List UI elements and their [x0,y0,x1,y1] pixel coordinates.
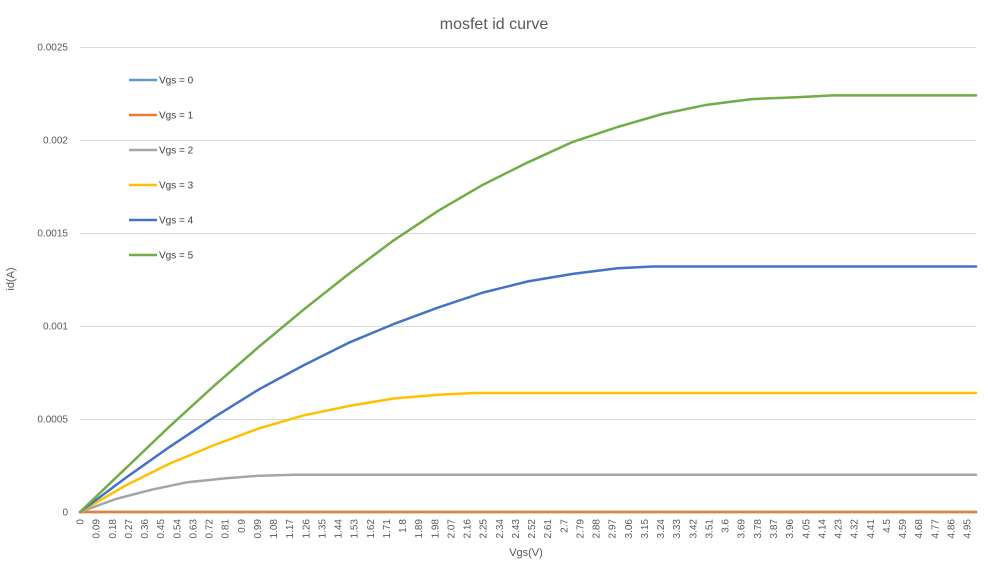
series-line-vgs-3 [78,391,978,514]
x-tick-label: 2.61 [543,519,554,539]
x-tick-label: 0.99 [253,519,264,539]
x-tick-label: 1.62 [366,519,377,539]
x-tick-label: 0.18 [108,519,119,539]
x-tick-label: 3.96 [785,519,796,539]
legend-label: Vgs = 5 [159,251,194,262]
x-tick-label: 3.24 [656,519,667,539]
y-tick-label: 0 [62,508,68,519]
x-tick-label: 1.98 [430,519,441,539]
x-tick-label: 0.81 [221,519,232,539]
x-tick-label: 4.68 [914,519,925,539]
x-tick-label: 1.26 [301,519,312,539]
x-tick-label: 0.72 [205,519,216,539]
x-tick-label: 1.35 [317,519,328,539]
x-tick-label: 0 [76,519,87,525]
y-tick-label: 0.0025 [37,43,68,54]
x-tick-label: 0.63 [188,519,199,539]
series-line-vgs-2 [78,473,978,514]
x-tick-label: 2.97 [608,519,619,539]
legend: Vgs = 0 Vgs = 1 Vgs = 2 Vgs = 3 Vgs = 4 Vgs =… [129,76,194,262]
x-tick-label: 2.88 [592,519,603,539]
x-tick-label: 3.51 [704,519,715,539]
series-line-vgs-5 [78,94,978,514]
x-tick-label: 2.16 [463,519,474,539]
x-tick-label: 2.25 [479,519,490,539]
x-tick-label: 4.95 [963,519,974,539]
x-tick-label: 0.36 [140,519,151,539]
x-axis-ticks: 0 0.09 0.18 0.27 0.36 0.45 0.54 0.63 0.72 0.81 0.9… [76,519,974,539]
x-tick-label: 0.27 [124,519,135,539]
legend-label: Vgs = 0 [159,76,194,87]
x-tick-label: 2.07 [446,519,457,539]
x-tick-label: 0.9 [237,519,248,533]
x-tick-label: 1.08 [269,519,280,539]
x-tick-label: 3.69 [737,519,748,539]
x-tick-label: 2.43 [511,519,522,539]
y-tick-label: 0.002 [43,136,68,147]
y-tick-label: 0.0005 [37,415,68,426]
series-lines [78,94,978,514]
x-tick-label: 4.32 [850,519,861,539]
x-tick-label: 0.54 [172,519,183,539]
x-tick-label: 4.14 [817,519,828,539]
x-tick-label: 2.79 [575,519,586,539]
y-axis-ticks: 0 0.0005 0.001 0.0015 0.002 0.0025 [37,43,68,519]
x-axis-title: Vgs(V) [509,547,543,559]
series-line-vgs-4 [78,265,978,514]
y-axis-title: id(A) [5,267,17,290]
x-tick-label: 3.6 [721,519,732,533]
legend-label: Vgs = 4 [159,216,194,227]
x-tick-label: 3.06 [624,519,635,539]
gridlines [80,47,976,513]
chart-title: mosfet id curve [440,16,549,33]
x-tick-label: 1.44 [334,519,345,539]
legend-label: Vgs = 3 [159,181,194,192]
legend-label: Vgs = 1 [159,111,194,122]
x-tick-label: 2.7 [559,519,570,533]
y-tick-label: 0.001 [43,322,68,333]
x-tick-label: 4.77 [930,519,941,539]
x-tick-label: 0.09 [92,519,103,539]
x-tick-label: 4.59 [898,519,909,539]
x-tick-label: 1.17 [285,519,296,539]
x-tick-label: 1.8 [398,519,409,533]
x-tick-label: 3.42 [688,519,699,539]
x-tick-label: 2.52 [527,519,538,539]
x-tick-label: 1.71 [382,519,393,539]
x-tick-label: 4.41 [866,519,877,539]
y-tick-label: 0.0015 [37,229,68,240]
x-tick-label: 1.89 [414,519,425,539]
legend-label: Vgs = 2 [159,146,194,157]
x-tick-label: 3.78 [753,519,764,539]
x-tick-label: 4.05 [801,519,812,539]
x-tick-label: 3.87 [769,519,780,539]
x-tick-label: 2.34 [495,519,506,539]
x-tick-label: 4.23 [834,519,845,539]
x-tick-label: 1.53 [350,519,361,539]
x-tick-label: 0.45 [156,519,167,539]
x-tick-label: 4.86 [946,519,957,539]
x-tick-label: 3.15 [640,519,651,539]
x-tick-label: 3.33 [672,519,683,539]
x-tick-label: 4.5 [882,519,893,533]
